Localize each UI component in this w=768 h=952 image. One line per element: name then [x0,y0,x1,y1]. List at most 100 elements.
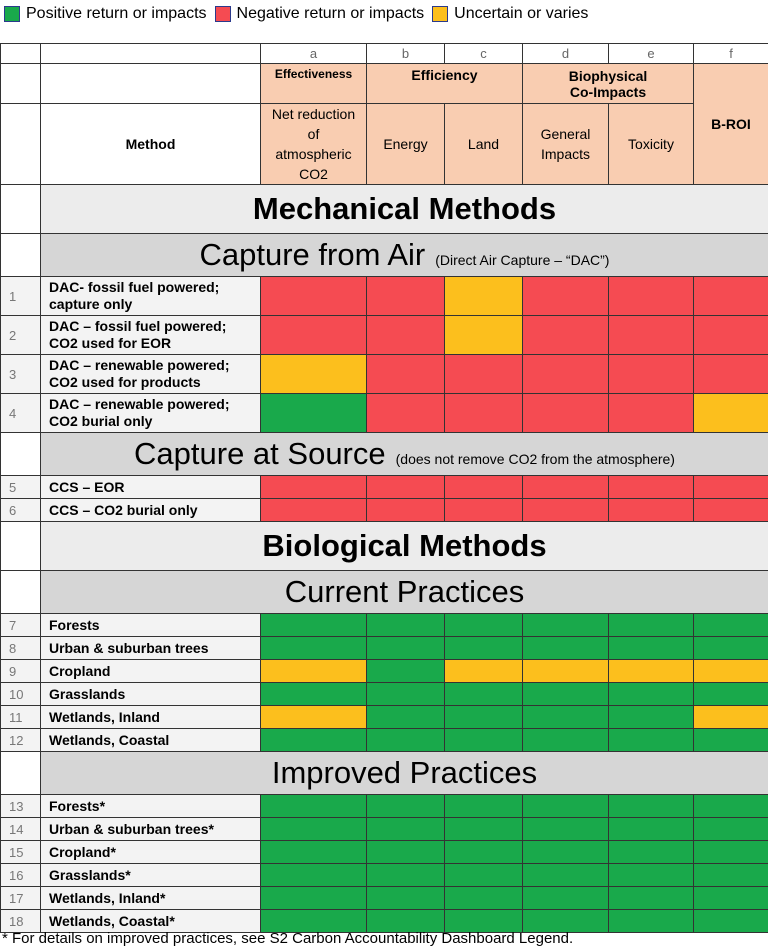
land-header: Land [444,103,523,185]
rating-cell [444,315,523,355]
rating-cell [260,705,367,729]
row-number: 14 [0,817,41,841]
rating-cell [522,840,609,864]
rating-cell [522,817,609,841]
rating-cell [366,863,445,887]
rating-cell [366,728,445,752]
rating-cell [444,659,523,683]
row-number: 16 [0,863,41,887]
general-impacts-header: General Impacts [522,103,609,185]
row-number: 13 [0,794,41,818]
column-letter: b [366,43,445,64]
rating-cell [693,498,768,522]
rating-cell [260,354,367,394]
rating-cell [366,817,445,841]
row-number: 15 [0,840,41,864]
method-name: Wetlands, Inland [40,705,261,729]
group-title: Current Practices [284,574,525,609]
method-row: 9 Cropland [0,659,768,683]
energy-header: Energy [366,103,445,185]
method-name: Forests* [40,794,261,818]
rating-cell [522,354,609,394]
blank-cell [0,521,41,571]
legend-label: Negative return or impacts [236,5,425,22]
rating-cell [608,354,694,394]
row-number: 18 [0,909,41,933]
broi-header: B-ROI [693,63,768,185]
rating-cell [608,682,694,706]
rating-cell [693,705,768,729]
row-number: 1 [0,276,41,316]
rating-cell [608,613,694,637]
method-row: 15 Cropland* [0,840,768,864]
row-number: 7 [0,613,41,637]
group-row: Capture at Source (does not remove CO2 fr… [0,432,768,476]
rating-cell [260,840,367,864]
effectiveness-header: Effectiveness [260,63,367,104]
rating-cell [444,354,523,394]
method-row: 10 Grasslands [0,682,768,706]
method-name: Urban & suburban trees [40,636,261,660]
rating-cell [260,728,367,752]
rating-cell [522,393,609,433]
method-name: CCS – CO2 burial only [40,498,261,522]
row-number: 4 [0,393,41,433]
method-row: 11 Wetlands, Inland [0,705,768,729]
method-row: 7 Forests [0,613,768,637]
method-row: 6 CCS – CO2 burial only [0,498,768,522]
rating-cell [522,705,609,729]
biophysical-header: Biophysical Co-Impacts [522,63,694,104]
net-reduction-header: Net reduction of atmospheric CO2 [260,103,367,185]
rating-cell [693,886,768,910]
efficiency-header: Efficiency [366,63,523,104]
method-row: 17 Wetlands, Inland* [0,886,768,910]
row-number: 6 [0,498,41,522]
group-title: Capture from Air [199,237,426,272]
row-number: 17 [0,886,41,910]
rating-cell [260,863,367,887]
column-letter: d [522,43,609,64]
method-row: 12 Wetlands, Coastal [0,728,768,752]
rating-cell [608,276,694,316]
rating-cell [444,636,523,660]
column-letter: f [693,43,768,64]
rating-cell [260,475,367,499]
rating-cell [608,498,694,522]
blank-cell [40,63,261,104]
method-name: Urban & suburban trees* [40,817,261,841]
rating-cell [608,863,694,887]
rating-cell [522,276,609,316]
group-cell: Improved Practices [40,751,768,795]
legend-label: Uncertain or varies [454,5,589,22]
method-row: 4 DAC – renewable powered; CO2 burial onl… [0,393,768,433]
rating-cell [366,636,445,660]
rating-cell [260,276,367,316]
method-name: Forests [40,613,261,637]
rating-cell [693,636,768,660]
legend-swatch [214,6,231,22]
method-row: 5 CCS – EOR [0,475,768,499]
rating-cell [522,659,609,683]
rating-cell [366,659,445,683]
legend-item: Uncertain or varies [432,5,588,23]
rating-cell [522,728,609,752]
rating-cell [260,498,367,522]
rating-cell [366,393,445,433]
rating-cell [693,354,768,394]
method-name: Wetlands, Coastal* [40,909,261,933]
rating-cell [260,794,367,818]
rating-cell [608,315,694,355]
rating-cell [366,909,445,933]
rating-cell [260,636,367,660]
method-name: DAC- fossil fuel powered; capture only [40,276,261,316]
rating-cell [693,393,768,433]
rating-cell [366,475,445,499]
row-number: 9 [0,659,41,683]
blank-cell [0,43,41,64]
section-row: Biological Methods [0,521,768,571]
blank-cell [40,43,261,64]
rating-cell [366,276,445,316]
section-row: Mechanical Methods [0,184,768,234]
rating-cell [444,728,523,752]
